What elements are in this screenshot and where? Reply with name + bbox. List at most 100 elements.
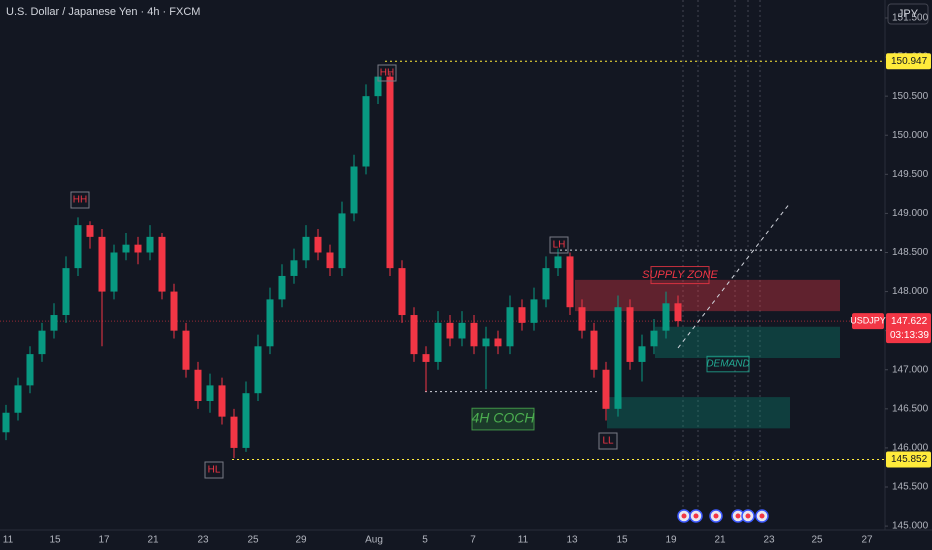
zone-label: DEMAND <box>706 359 749 370</box>
candle-body <box>254 346 262 394</box>
candle-body <box>134 244 142 253</box>
candle-body <box>614 307 622 409</box>
candle-body <box>518 307 526 323</box>
swing-box <box>549 236 569 254</box>
price-tag <box>886 53 931 70</box>
candle-body <box>338 213 346 269</box>
x-tick-label: 7 <box>470 535 476 546</box>
candle-body <box>470 322 478 347</box>
candle-body <box>266 299 274 347</box>
candle-body <box>218 385 226 417</box>
currency-box[interactable] <box>887 3 929 25</box>
candle-body <box>446 322 454 339</box>
candle-body <box>674 303 682 322</box>
x-tick-label: 27 <box>861 535 873 546</box>
candle-body <box>578 307 586 331</box>
zone-label: 4H COCH <box>471 410 535 426</box>
candle-body <box>350 166 358 214</box>
candle-body <box>194 369 202 402</box>
x-tick-label: 19 <box>665 535 677 546</box>
zone <box>575 279 840 312</box>
candle-body <box>86 225 94 237</box>
x-tick-label: 25 <box>811 535 823 546</box>
y-tick-label: 149.000 <box>892 208 929 219</box>
y-tick-label: 151.500 <box>892 13 929 24</box>
x-tick-label: 11 <box>3 535 14 546</box>
x-tick-label: 29 <box>295 535 307 546</box>
candle-body <box>554 256 562 269</box>
x-tick-label: 21 <box>147 535 159 546</box>
y-tick-label: 146.500 <box>892 403 929 414</box>
candle-body <box>158 236 166 292</box>
x-tick-label: 23 <box>763 535 775 546</box>
y-tick-label: 150.500 <box>892 91 929 102</box>
candle-body <box>38 330 46 355</box>
event-icon-dot <box>681 513 687 519</box>
x-tick-label: 21 <box>714 535 726 546</box>
swing-label: HH <box>380 68 394 79</box>
candle-body <box>410 315 418 355</box>
price-tag <box>886 313 931 344</box>
zone-label-box <box>706 355 750 373</box>
candle-body <box>2 412 10 433</box>
candle-body <box>326 252 334 269</box>
symbol-tag <box>852 313 884 330</box>
candle-body <box>638 346 646 362</box>
candle-body <box>482 338 490 347</box>
x-tick-label: 23 <box>197 535 209 546</box>
zone-label: SUPPLY ZONE <box>642 269 718 281</box>
x-tick-label: 5 <box>422 535 428 546</box>
candle-body <box>122 244 130 253</box>
candle-body <box>314 236 322 253</box>
chart-title: U.S. Dollar / Japanese Yen · 4h · FXCM <box>6 6 200 18</box>
candle-body <box>590 330 598 370</box>
event-icon-dot <box>735 513 741 519</box>
event-icon-dot <box>713 513 719 519</box>
candle-body <box>494 338 502 347</box>
candle-body <box>542 268 550 300</box>
symbol: USDJPY <box>850 316 886 326</box>
y-tick-label: 145.000 <box>892 521 929 532</box>
candle-body <box>566 256 574 308</box>
candle-body <box>206 385 214 402</box>
candle-body <box>374 76 382 97</box>
event-icon-dot <box>745 513 751 519</box>
candle-body <box>290 260 298 276</box>
candle-body <box>602 369 610 409</box>
x-tick-label: 25 <box>247 535 259 546</box>
zone-label-box <box>650 266 710 285</box>
x-tick-label: 17 <box>98 535 110 546</box>
candle-body <box>362 96 370 167</box>
price-tag <box>886 451 931 468</box>
candle-body <box>434 322 442 362</box>
swing-label: LH <box>553 240 566 251</box>
y-tick-label: 150.000 <box>892 130 929 141</box>
zone <box>607 397 790 429</box>
candle-body <box>14 385 22 413</box>
candle-body <box>398 268 406 316</box>
candle-body <box>458 322 466 339</box>
candle-body <box>170 291 178 331</box>
swing-box <box>598 432 618 450</box>
swing-box <box>377 64 397 82</box>
candle-body <box>182 330 190 370</box>
x-tick-label: 15 <box>49 535 61 546</box>
countdown: 03:13:39 <box>890 330 929 341</box>
candle-body <box>302 236 310 261</box>
y-tick-label: 145.500 <box>892 482 929 493</box>
price-tag-label: 145.852 <box>891 454 928 465</box>
candle-body <box>230 416 238 448</box>
swing-box <box>204 461 224 479</box>
candle-body <box>62 268 70 316</box>
currency: JPY <box>898 8 919 20</box>
y-tick-label: 148.500 <box>892 247 929 258</box>
event-icon-dot <box>693 513 699 519</box>
zone <box>655 326 840 359</box>
y-tick-label: 146.000 <box>892 443 929 454</box>
swing-label: HL <box>208 465 221 476</box>
candle-body <box>530 299 538 323</box>
candle-body <box>662 303 670 331</box>
projection <box>677 202 791 349</box>
